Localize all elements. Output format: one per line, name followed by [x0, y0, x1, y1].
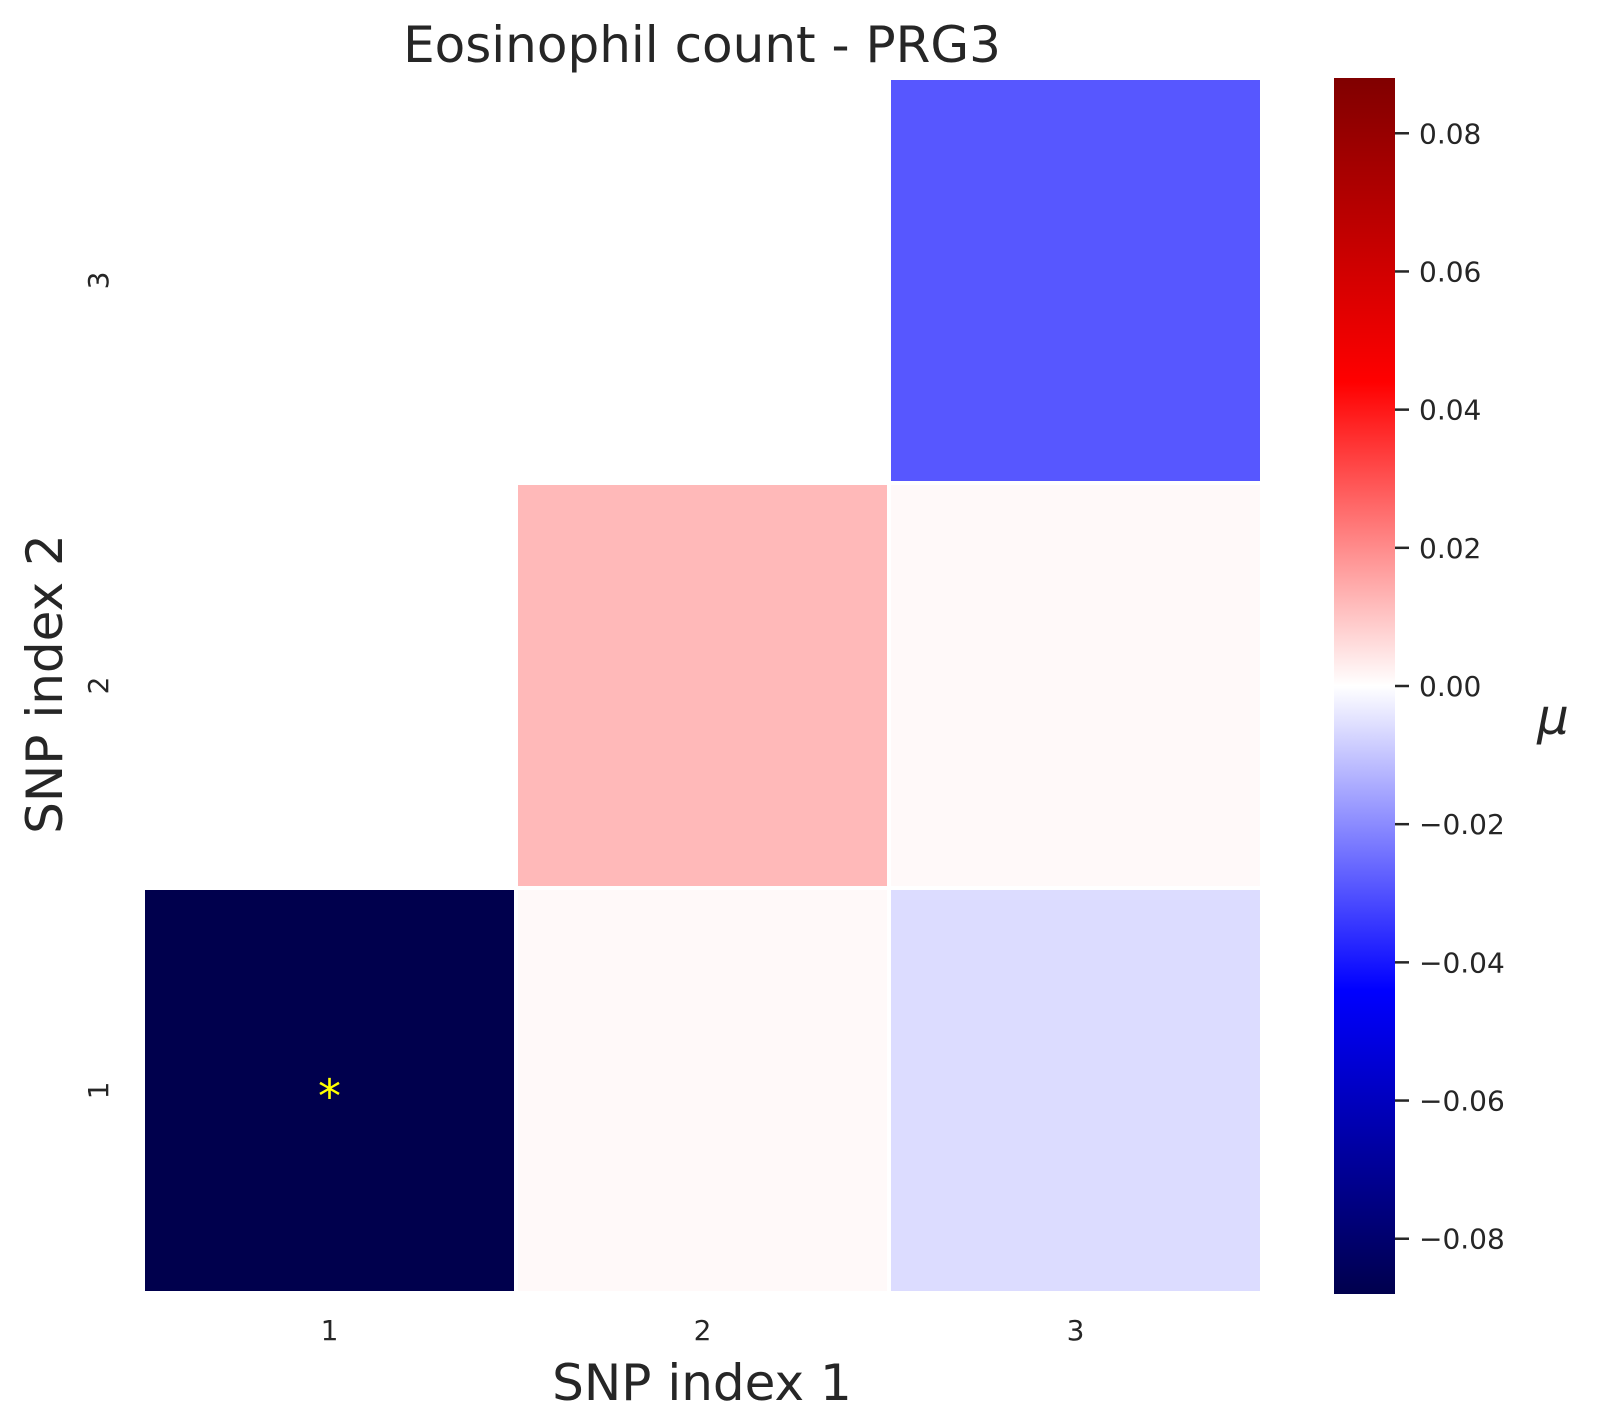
colorbar-tick-label: 0.00 [1419, 670, 1481, 703]
colorbar-label: μ [1536, 688, 1569, 746]
x-tick-label: 1 [321, 1314, 339, 1347]
colorbar [1334, 78, 1395, 1294]
heatmap-cell-3-2 [887, 481, 1264, 890]
heatmap-cell-3-1 [887, 886, 1264, 1295]
colorbar-tick-label: 0.06 [1419, 255, 1481, 288]
x-tick-label: 3 [1067, 1314, 1085, 1347]
y-tick-label: 2 [82, 677, 115, 695]
x-tick-labels: 1 2 3 [321, 1314, 1085, 1347]
colorbar-tick-label: −0.04 [1419, 946, 1505, 979]
y-tick-label: 3 [82, 272, 115, 290]
colorbar-tick-label: −0.02 [1419, 808, 1505, 841]
colorbar-tick-label: 0.04 [1419, 394, 1481, 427]
x-tick-label: 2 [694, 1314, 712, 1347]
cell-annotation: * [318, 1070, 341, 1124]
heatmap-cells: * [141, 76, 1264, 1295]
y-tick-labels: 1 2 3 [82, 272, 115, 1100]
colorbar-ticks: 0.08 0.06 0.04 0.02 0.00 −0.02 −0.04 −0.06 −0.08 [1395, 117, 1505, 1256]
heatmap-cell-3-3 [887, 76, 1264, 485]
colorbar-tick-label: −0.08 [1419, 1223, 1505, 1256]
heatmap-cell-2-1 [514, 886, 891, 1295]
colorbar-tick-label: 0.02 [1419, 532, 1481, 565]
heatmap-cell-2-2 [514, 481, 891, 890]
heatmap-cell-1-1 [141, 886, 518, 1295]
y-axis-label: SNP index 2 [16, 534, 74, 834]
y-tick-label: 1 [82, 1082, 115, 1100]
x-axis-label: SNP index 1 [552, 1354, 852, 1412]
colorbar-tick-label: 0.08 [1419, 117, 1481, 150]
chart-title: Eosinophil count - PRG3 [403, 16, 1001, 74]
colorbar-tick-label: −0.06 [1419, 1085, 1505, 1118]
